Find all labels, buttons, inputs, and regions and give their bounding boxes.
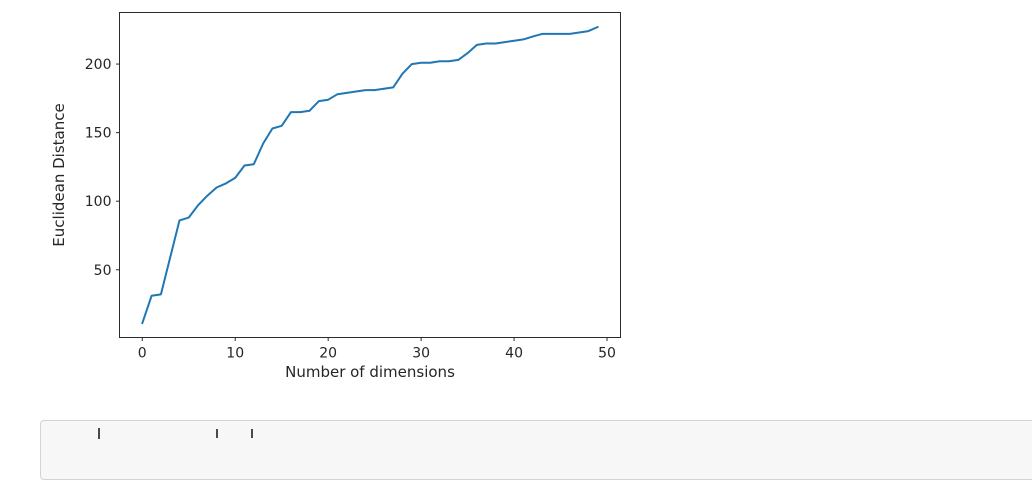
clipped-text-fragment: [98, 428, 100, 439]
x-tick-label: 20: [319, 346, 337, 362]
x-tick-label: 50: [598, 346, 616, 362]
clipped-text-fragment: [216, 429, 218, 438]
y-tick-label: 150: [85, 126, 112, 142]
x-axis-label: Number of dimensions: [285, 363, 455, 381]
x-tick-label: 0: [138, 346, 147, 362]
x-tick-label: 40: [505, 346, 523, 362]
x-tick-label: 30: [412, 346, 430, 362]
clipped-code-text: [41, 428, 1032, 448]
y-axis-label: Euclidean Distance: [50, 103, 68, 246]
x-tick-label: 10: [226, 346, 244, 362]
code-cell[interactable]: [40, 420, 1032, 480]
data-line-euclidean-distance: [141, 26, 599, 325]
plot-frame: [119, 12, 621, 338]
y-tick-label: 100: [85, 194, 112, 210]
line-chart: 0 10 20 30 40 50 50 100 150 200 Number of dimensio…: [50, 12, 621, 381]
figure-output: 0 10 20 30 40 50 50 100 150 200 Number of dimensio…: [50, 12, 621, 381]
y-tick-label: 50: [94, 263, 112, 279]
y-tick-label: 200: [85, 57, 112, 73]
clipped-text-fragment: [251, 429, 253, 438]
